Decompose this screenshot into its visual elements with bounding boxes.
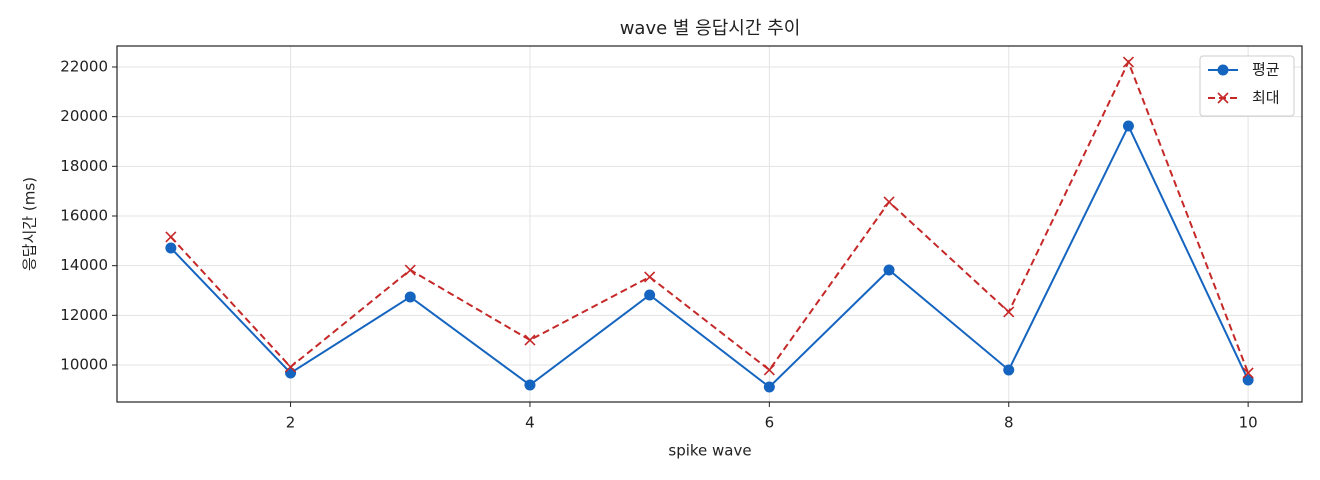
y-tick-label: 20000 <box>60 107 108 125</box>
marker <box>644 289 656 301</box>
x-axis-label: spike wave <box>668 442 751 460</box>
marker <box>404 264 416 276</box>
y-tick-label: 16000 <box>60 206 108 224</box>
legend-marker <box>1217 64 1229 76</box>
marker <box>1122 120 1134 132</box>
x-tick-label: 4 <box>525 414 535 432</box>
legend-label: 평균 <box>1252 61 1280 79</box>
marker <box>165 242 177 254</box>
marker <box>1242 367 1254 379</box>
x-tick-label: 6 <box>765 414 775 432</box>
marker <box>524 334 536 346</box>
legend-label: 최대 <box>1252 89 1280 107</box>
series-line <box>170 59 1250 374</box>
marker <box>1122 56 1135 68</box>
marker <box>883 196 895 208</box>
y-tick-label: 22000 <box>60 57 108 75</box>
x-tick-label: 2 <box>286 414 296 432</box>
x-tick-label: 10 <box>1239 414 1258 432</box>
plot-frame <box>116 45 1303 403</box>
chart-title: wave 별 응답시간 추이 <box>620 18 801 39</box>
x-tick-label: 8 <box>1004 414 1014 432</box>
marker <box>1003 364 1015 376</box>
legend-marker <box>1217 92 1229 104</box>
marker <box>763 381 775 393</box>
marker <box>524 379 536 391</box>
series-line <box>170 123 1250 389</box>
marker <box>1242 374 1254 386</box>
marker <box>1003 306 1015 318</box>
marker <box>883 264 895 276</box>
y-tick-label: 10000 <box>60 355 108 373</box>
y-tick-label: 14000 <box>60 256 108 274</box>
marker <box>165 231 177 243</box>
y-tick-label: 18000 <box>60 157 108 175</box>
marker <box>284 361 297 373</box>
legend-box <box>1199 55 1295 117</box>
y-tick-label: 12000 <box>60 306 108 324</box>
marker <box>763 364 775 376</box>
y-axis-label: 응답시간 (ms) <box>21 177 39 271</box>
marker <box>644 271 656 283</box>
marker <box>404 291 416 303</box>
marker <box>285 367 297 379</box>
